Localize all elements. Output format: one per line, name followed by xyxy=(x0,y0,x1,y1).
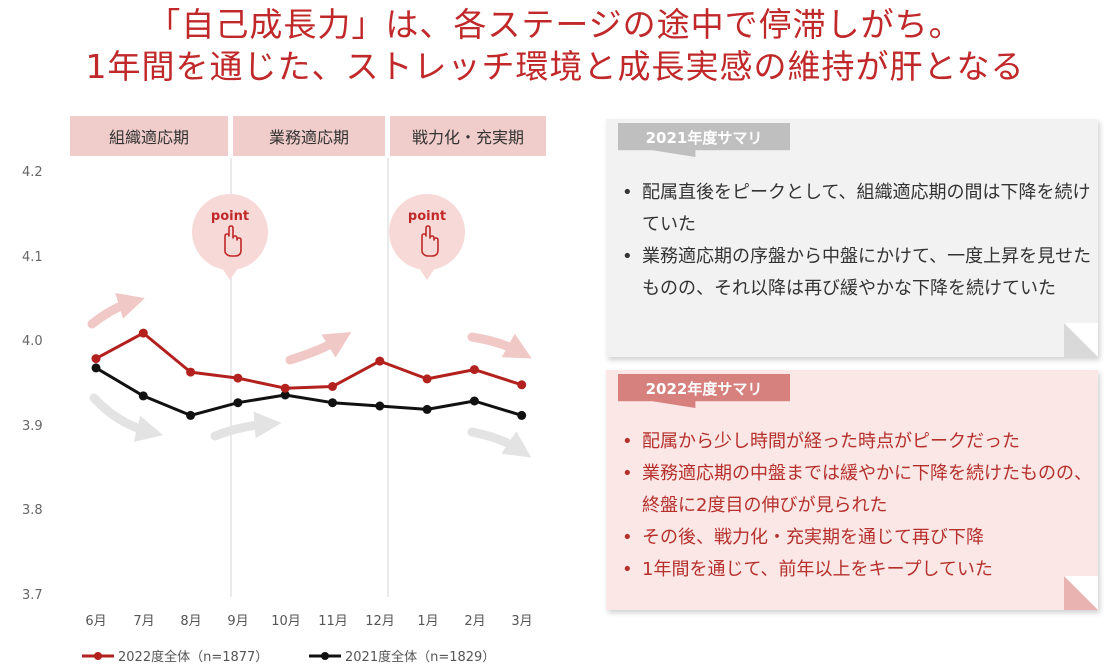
y-tick-label: 3.8 xyxy=(22,503,43,518)
data-point xyxy=(328,398,337,408)
y-tick-label: 4.1 xyxy=(22,250,43,265)
summary-title-tab-2021: 2021年度サマリ xyxy=(618,123,790,157)
point-callout: point xyxy=(192,194,268,280)
legend-label-2022: 2022度全体（n=1877） xyxy=(118,650,269,665)
x-tick-label: 12月 xyxy=(365,614,395,629)
data-point xyxy=(469,365,479,375)
data-point xyxy=(91,354,101,364)
trend-arrow-down xyxy=(89,393,164,442)
data-point xyxy=(186,367,196,377)
trend-arrow-down xyxy=(467,427,532,458)
summary-title-2022: 2022年度サマリ xyxy=(645,379,763,398)
point-label: point xyxy=(211,209,249,224)
summary-title-2021: 2021年度サマリ xyxy=(645,128,763,147)
pointing-hand-icon xyxy=(224,225,242,257)
trend-arrow-up xyxy=(210,411,282,441)
data-point xyxy=(280,390,290,400)
page-curl xyxy=(1064,576,1098,610)
data-point xyxy=(375,401,385,411)
list-item: 業務適応期の中盤までは緩やかに下降を続けたものの、終盤に2度目の伸びが見られた xyxy=(620,458,1092,522)
y-tick-label: 4.2 xyxy=(22,165,43,180)
data-point xyxy=(422,404,432,414)
phase-contribution: 戦力化・充実期 xyxy=(390,116,546,156)
data-point xyxy=(138,391,148,401)
x-tick-label: 6月 xyxy=(85,614,107,629)
summary-card-2022: 2022年度サマリ 配属から少し時間が経った時点がピークだった 業務適応期の中盤… xyxy=(606,370,1098,610)
x-tick-label: 7月 xyxy=(133,614,155,629)
legend-label-2021: 2021度全体（n=1829） xyxy=(345,650,496,665)
data-point xyxy=(375,356,385,366)
data-point xyxy=(517,380,527,390)
data-point xyxy=(91,363,101,373)
data-point xyxy=(422,374,432,384)
pointing-hand-icon xyxy=(421,225,439,257)
summary-title-tab-2022: 2022年度サマリ xyxy=(618,374,790,408)
x-tick-label: 9月 xyxy=(227,614,249,629)
data-point xyxy=(280,383,290,393)
trend-arrow-up xyxy=(87,292,145,329)
data-point xyxy=(186,410,196,420)
data-point xyxy=(328,382,337,391)
summary-card-2021: 2021年度サマリ 配属直後をピークとして、組織適応期の間は下降を続けていた 業… xyxy=(606,119,1098,357)
list-item: 1年間を通じて、前年以上をキープしていた xyxy=(620,554,1092,586)
y-tick-label: 3.7 xyxy=(22,588,43,603)
phase-work-adaptation: 業務適応期 xyxy=(233,116,385,156)
y-tick-label: 3.9 xyxy=(22,419,43,434)
list-item: 業務適応期の序盤から中盤にかけて、一度上昇を見せたものの、それ以降は再び緩やかな… xyxy=(620,241,1092,305)
x-tick-label: 10月 xyxy=(271,614,301,629)
point-callout: point xyxy=(389,194,465,280)
summary-list-2022: 配属から少し時間が経った時点がピークだった 業務適応期の中盤までは緩やかに下降を… xyxy=(620,426,1092,586)
page-curl xyxy=(1064,323,1098,357)
phase-organization-adaptation: 組織適応期 xyxy=(70,116,228,156)
list-item: その後、戦力化・充実期を通じて再び下降 xyxy=(620,522,1092,554)
legend-2022: 2022度全体（n=1877） xyxy=(80,646,268,665)
headline-line-1: 「自己成長力」は、各ステージの途中で停滞しがち。 xyxy=(147,5,963,44)
x-tick-label: 1月 xyxy=(417,614,439,629)
series-2022-line xyxy=(95,331,523,390)
trend-arrow-down xyxy=(467,332,532,359)
headline-line-2: 1年間を通じた、ストレッチ環境と成長実感の維持が肝となる xyxy=(85,47,1025,86)
trend-arrow-up xyxy=(285,331,352,365)
legend-line-2022 xyxy=(82,651,114,660)
data-point xyxy=(233,398,243,408)
series-2021-line xyxy=(95,366,523,417)
legend-2021: 2021度全体（n=1829） xyxy=(307,646,495,665)
summary-list-2021: 配属直後をピークとして、組織適応期の間は下降を続けていた 業務適応期の序盤から中… xyxy=(620,177,1092,305)
list-item: 配属から少し時間が経った時点がピークだった xyxy=(620,426,1092,458)
x-tick-label: 8月 xyxy=(180,614,202,629)
x-tick-label: 3月 xyxy=(511,614,533,629)
x-tick-label: 2月 xyxy=(464,614,486,629)
x-tick-label: 11月 xyxy=(318,614,348,629)
data-point xyxy=(517,410,527,420)
point-label: point xyxy=(408,209,446,224)
list-item: 配属直後をピークとして、組織適応期の間は下降を続けていた xyxy=(620,177,1092,241)
data-point xyxy=(469,396,479,406)
data-point xyxy=(138,328,148,338)
data-point xyxy=(233,373,243,383)
y-tick-label: 4.0 xyxy=(22,334,43,349)
legend-line-2021 xyxy=(309,651,341,660)
